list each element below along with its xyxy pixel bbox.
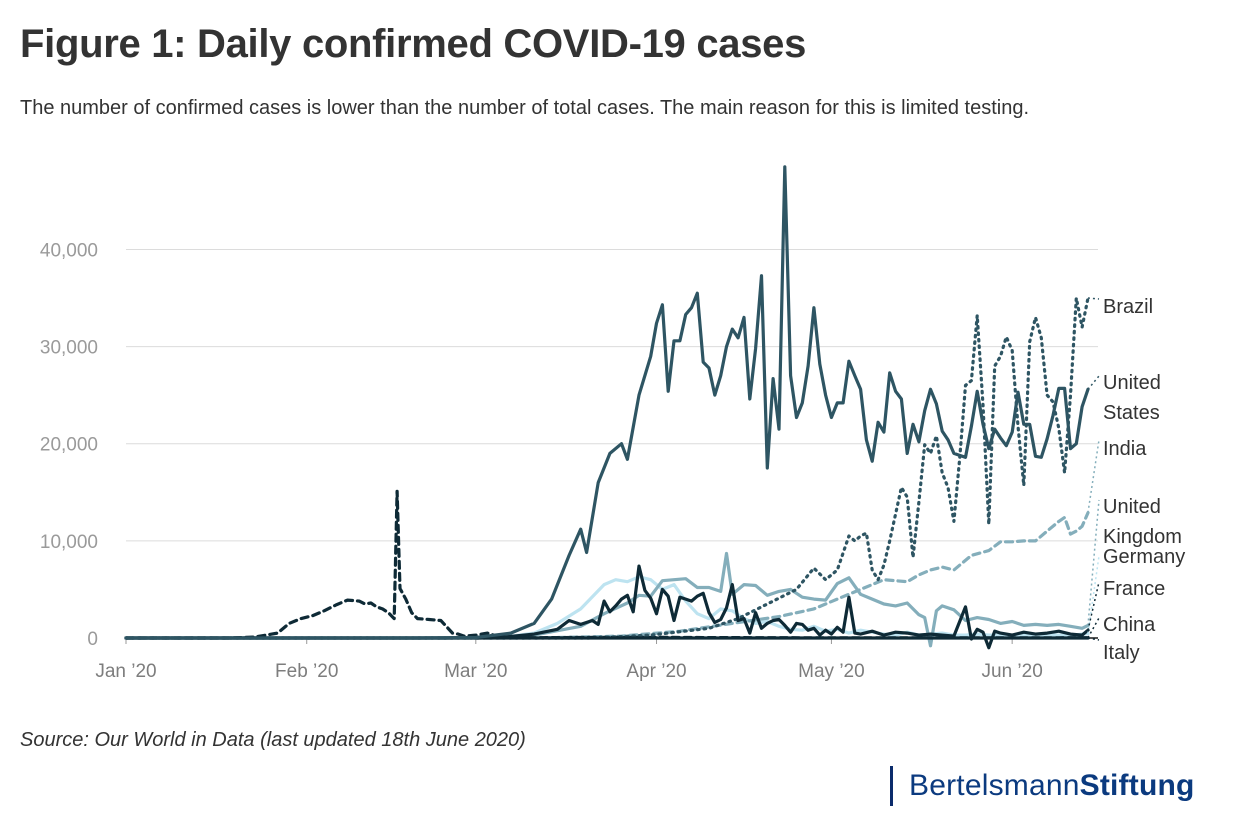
logo-bar [890, 766, 893, 806]
leader-line-india [1087, 439, 1100, 513]
series-labels: United States Brazil India United KingdomGerm… [1087, 296, 1185, 664]
leader-line-brazil [1087, 297, 1100, 300]
leader-line-china [1087, 617, 1100, 639]
series-label-united-states: United [1103, 372, 1161, 394]
y-tick-label: 0 [87, 629, 98, 650]
series-label-united-states: States [1103, 402, 1160, 424]
x-tick-label: Jan ’20 [95, 661, 156, 682]
x-tick-label: Mar ’20 [444, 661, 507, 682]
bertelsmann-logo: BertelsmannStiftung [890, 766, 1195, 806]
y-tick-label: 20,000 [40, 435, 98, 456]
source-note: Source: Our World in Data (last updated … [20, 729, 526, 751]
leader-line-germany [1087, 555, 1100, 634]
logo-text: BertelsmannStiftung [909, 769, 1195, 803]
series-line-brazil [124, 296, 1090, 640]
series-line-india [124, 511, 1090, 640]
chart-subtitle: The number of confirmed cases is lower t… [20, 97, 1029, 119]
leader-line-united-states [1087, 375, 1100, 390]
x-axis-ticks: Jan ’20 Feb ’20 Mar ’20 Apr ’20 May ’20 Jun ’… [95, 638, 1043, 682]
series-label-united-kingdom: United [1103, 496, 1161, 518]
x-tick-label: Apr ’20 [626, 661, 686, 682]
x-tick-label: Jun ’20 [982, 661, 1043, 682]
series-label-germany: Germany [1103, 546, 1185, 568]
chart-title: Figure 1: Daily confirmed COVID-19 cases [20, 22, 807, 66]
y-tick-label: 40,000 [40, 240, 98, 261]
series-label-united-kingdom: Kingdom [1103, 526, 1182, 548]
leader-line-united-kingdom [1087, 499, 1100, 626]
series-line-germany [124, 575, 1090, 640]
x-tick-label: May ’20 [798, 661, 865, 682]
series-line-china [124, 489, 1090, 640]
logo-text-part1: Bertelsmann [909, 769, 1080, 802]
series-label-china: China [1103, 614, 1156, 636]
series-label-france: France [1103, 578, 1165, 600]
leader-line-france [1087, 581, 1100, 631]
series-label-italy: Italy [1103, 642, 1140, 664]
series-label-india: India [1103, 438, 1147, 460]
y-tick-label: 10,000 [40, 532, 98, 553]
series-label-brazil: Brazil [1103, 296, 1153, 318]
series-line-united-kingdom [124, 551, 1090, 648]
series-line-united-states [124, 165, 1090, 640]
leader-line-italy [1087, 637, 1100, 641]
y-axis-ticks: 0 10,000 20,000 30,000 40,000 [40, 240, 98, 650]
logo-text-part2: Stiftung [1079, 769, 1195, 802]
y-tick-label: 30,000 [40, 338, 98, 359]
series-lines [124, 165, 1090, 650]
x-tick-label: Feb ’20 [275, 661, 338, 682]
series-line-france [124, 564, 1090, 650]
